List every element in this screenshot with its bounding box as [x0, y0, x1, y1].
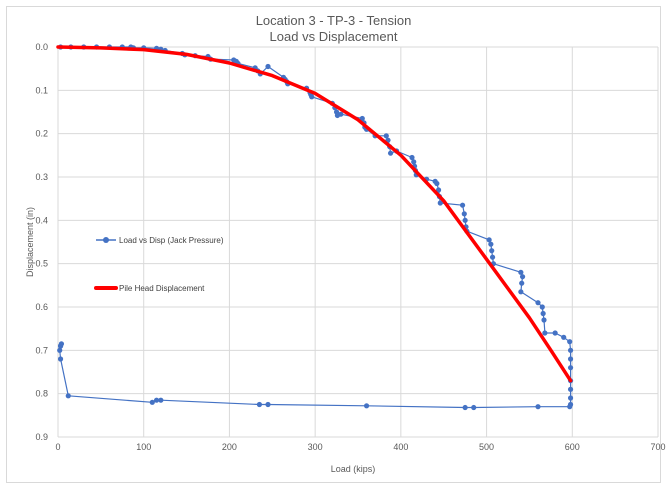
- x-tick-label: 400: [393, 442, 408, 452]
- data-point: [153, 397, 160, 403]
- data-point: [158, 397, 164, 403]
- chart-title: Location 3 - TP-3 - Tension: [255, 13, 412, 28]
- data-point: [567, 404, 573, 410]
- y-tick-label: 0.6: [35, 302, 48, 312]
- chart-subtitle: Load vs Displacement: [269, 29, 398, 44]
- x-tick-label: 500: [479, 442, 494, 452]
- series-line-pile-head: [56, 45, 573, 383]
- data-point: [567, 347, 574, 353]
- x-tick-label: 0: [55, 442, 60, 452]
- series-layer: [56, 44, 574, 411]
- data-point: [489, 254, 496, 260]
- data-point: [434, 180, 440, 187]
- data-point: [535, 300, 541, 306]
- y-axis-ticks: 0.0 0.1 0.2 0.3 0.4 0.5 0.6 0.7 0.8 0.9: [35, 42, 48, 442]
- y-tick-label: 0.8: [35, 389, 48, 399]
- data-point: [57, 347, 63, 353]
- data-point: [383, 133, 389, 139]
- data-point: [65, 393, 71, 399]
- grid-lines: [57, 46, 659, 438]
- data-point: [256, 401, 263, 408]
- y-tick-label: 0.5: [35, 259, 48, 269]
- data-point: [561, 334, 567, 340]
- legend-marker-jack-pressure: [103, 237, 109, 243]
- data-point: [265, 401, 271, 408]
- data-point: [488, 241, 494, 247]
- y-tick-label: 0.0: [35, 42, 48, 52]
- data-point: [359, 115, 365, 122]
- data-point: [519, 280, 525, 286]
- data-point: [535, 404, 541, 410]
- data-point: [462, 217, 468, 223]
- data-point: [539, 304, 545, 310]
- x-tick-label: 200: [222, 442, 237, 452]
- data-point: [309, 94, 315, 100]
- chart-frame: [6, 6, 661, 483]
- legend-label-pile-head: Pile Head Displacement: [119, 284, 205, 293]
- legend: Load vs Disp (Jack Pressure) Pile Head D…: [94, 236, 224, 293]
- x-tick-label: 700: [650, 442, 665, 452]
- y-tick-label: 0.3: [35, 172, 48, 182]
- y-tick-label: 0.9: [35, 432, 48, 442]
- data-point: [57, 356, 64, 362]
- data-point: [265, 63, 271, 70]
- data-point: [552, 330, 558, 336]
- x-tick-label: 300: [308, 442, 323, 452]
- data-point: [461, 211, 467, 217]
- data-point: [567, 386, 574, 392]
- data-point: [149, 399, 155, 405]
- data-point: [541, 317, 547, 323]
- data-point: [57, 343, 64, 349]
- data-point: [542, 330, 548, 336]
- y-tick-label: 0.2: [35, 129, 48, 139]
- data-point: [567, 365, 574, 371]
- data-point: [489, 248, 495, 254]
- data-point: [519, 274, 526, 280]
- y-axis-label: Displacement (in): [25, 207, 35, 277]
- x-tick-label: 600: [565, 442, 580, 452]
- data-point: [462, 404, 468, 411]
- x-axis-label: Load (kips): [331, 464, 376, 474]
- data-point: [387, 150, 394, 156]
- data-point: [567, 395, 574, 401]
- data-point: [411, 159, 417, 165]
- data-point: [518, 289, 524, 295]
- data-point: [459, 202, 466, 208]
- data-point: [567, 356, 574, 362]
- data-point: [363, 403, 370, 409]
- y-tick-label: 0.7: [35, 345, 48, 355]
- data-point: [338, 111, 344, 117]
- data-point: [471, 404, 477, 411]
- data-point: [437, 200, 443, 206]
- x-axis-ticks: 0 100 200 300 400 500 600 700: [55, 442, 665, 452]
- legend-label-jack-pressure: Load vs Disp (Jack Pressure): [119, 236, 224, 245]
- data-point: [435, 187, 442, 193]
- data-point: [518, 269, 524, 275]
- data-point: [409, 154, 415, 161]
- data-point: [540, 310, 546, 317]
- data-point: [567, 339, 573, 345]
- y-tick-label: 0.4: [35, 215, 48, 225]
- data-point: [486, 237, 492, 243]
- x-tick-label: 100: [136, 442, 151, 452]
- y-tick-label: 0.1: [35, 85, 48, 95]
